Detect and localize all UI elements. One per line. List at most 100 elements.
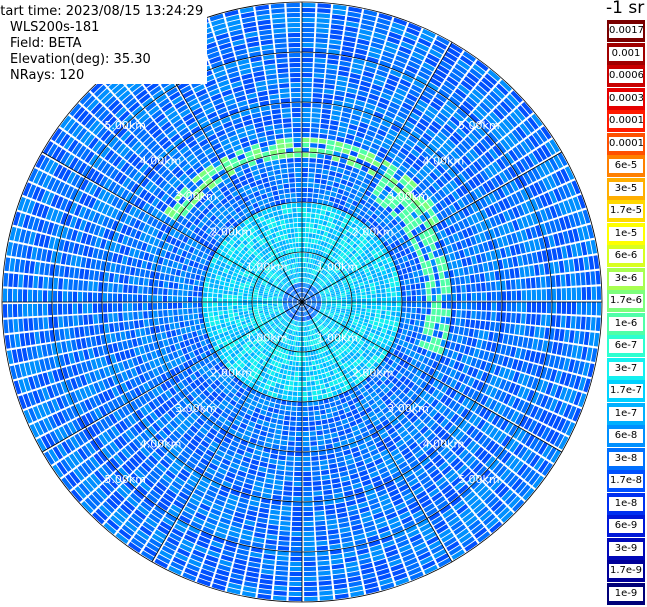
range-bin xyxy=(530,212,539,225)
range-bin xyxy=(446,302,452,309)
range-bin xyxy=(302,197,307,203)
range-bin xyxy=(267,468,276,474)
range-bin xyxy=(366,302,372,306)
range-bin xyxy=(386,302,392,307)
range-bin xyxy=(305,295,309,299)
range-bin xyxy=(418,354,425,363)
range-bin xyxy=(384,371,391,378)
range-bin xyxy=(422,132,433,142)
range-bin xyxy=(487,69,501,82)
range-bin xyxy=(313,317,318,322)
range-bin xyxy=(375,217,383,224)
range-bin xyxy=(463,266,469,275)
range-bin xyxy=(333,416,341,422)
range-bin xyxy=(546,447,557,461)
range-bin xyxy=(264,544,277,550)
range-bin xyxy=(344,342,350,347)
range-bin xyxy=(402,187,411,196)
range-bin xyxy=(378,276,384,281)
range-bin xyxy=(375,313,381,318)
range-bin xyxy=(339,60,351,67)
range-bin xyxy=(435,316,441,323)
range-bin xyxy=(446,168,456,179)
range-bin xyxy=(269,458,277,465)
range-bin xyxy=(479,320,486,330)
range-bin xyxy=(463,248,470,257)
range-bin xyxy=(275,570,288,576)
range-bin xyxy=(451,243,458,252)
range-bin xyxy=(342,402,349,409)
range-bin xyxy=(509,440,520,453)
range-bin xyxy=(575,272,581,286)
range-bin xyxy=(435,178,445,188)
range-bin xyxy=(494,174,504,186)
range-bin xyxy=(568,374,577,388)
range-bin xyxy=(261,404,269,411)
range-bin xyxy=(383,233,390,240)
range-bin xyxy=(483,351,490,361)
range-bin xyxy=(535,225,543,237)
range-bin xyxy=(469,68,483,80)
range-bin xyxy=(420,262,427,269)
range-bin xyxy=(536,379,544,392)
range-bin xyxy=(302,187,308,193)
range-bin xyxy=(406,290,411,296)
range-bin xyxy=(461,536,475,548)
range-bin xyxy=(476,370,484,380)
range-bin xyxy=(541,144,552,158)
range-bin xyxy=(359,368,365,375)
range-bin xyxy=(347,129,357,136)
range-bin xyxy=(517,373,525,385)
range-bin xyxy=(195,342,202,349)
range-bin xyxy=(498,366,506,378)
range-bin xyxy=(421,114,433,124)
range-bin xyxy=(408,478,419,487)
range-bin xyxy=(389,393,397,401)
range-bin xyxy=(435,553,450,564)
range-bin xyxy=(320,257,324,262)
range-bin xyxy=(434,323,440,330)
range-bin xyxy=(331,432,339,438)
range-bin xyxy=(354,252,360,258)
range-bin xyxy=(342,270,348,275)
range-bin xyxy=(289,576,302,582)
range-bin xyxy=(321,474,331,480)
range-bin xyxy=(384,155,394,163)
range-bin xyxy=(517,386,526,398)
range-bin xyxy=(267,529,278,535)
range-bin xyxy=(336,279,342,284)
range-bin xyxy=(512,219,520,231)
range-bin xyxy=(451,476,462,487)
range-bin xyxy=(413,418,422,427)
range-bin xyxy=(413,486,425,496)
range-bin xyxy=(464,540,478,552)
range-bin xyxy=(299,321,301,327)
range-bin xyxy=(380,498,392,506)
range-bin xyxy=(399,383,407,391)
range-bin xyxy=(570,273,576,286)
range-bin xyxy=(422,443,432,452)
range-bin xyxy=(305,263,308,268)
range-bin xyxy=(383,46,397,54)
range-bin xyxy=(423,229,430,238)
range-bin xyxy=(462,51,477,63)
range-bin xyxy=(453,461,464,472)
range-bin xyxy=(438,480,450,491)
range-bin xyxy=(580,316,586,330)
range-bin xyxy=(319,590,333,596)
range-bin xyxy=(435,35,450,46)
range-bin xyxy=(382,209,390,217)
range-bin xyxy=(383,378,391,386)
range-bin xyxy=(460,239,468,249)
range-bin xyxy=(493,332,499,342)
range-bin xyxy=(337,377,343,384)
range-bin xyxy=(223,331,229,337)
range-bin xyxy=(302,217,306,223)
range-bin xyxy=(321,295,326,298)
range-bin xyxy=(565,315,571,329)
range-bin xyxy=(254,423,262,430)
range-bin xyxy=(520,313,526,324)
range-bin xyxy=(504,269,510,280)
range-bin xyxy=(345,395,352,402)
range-bin xyxy=(361,19,375,27)
